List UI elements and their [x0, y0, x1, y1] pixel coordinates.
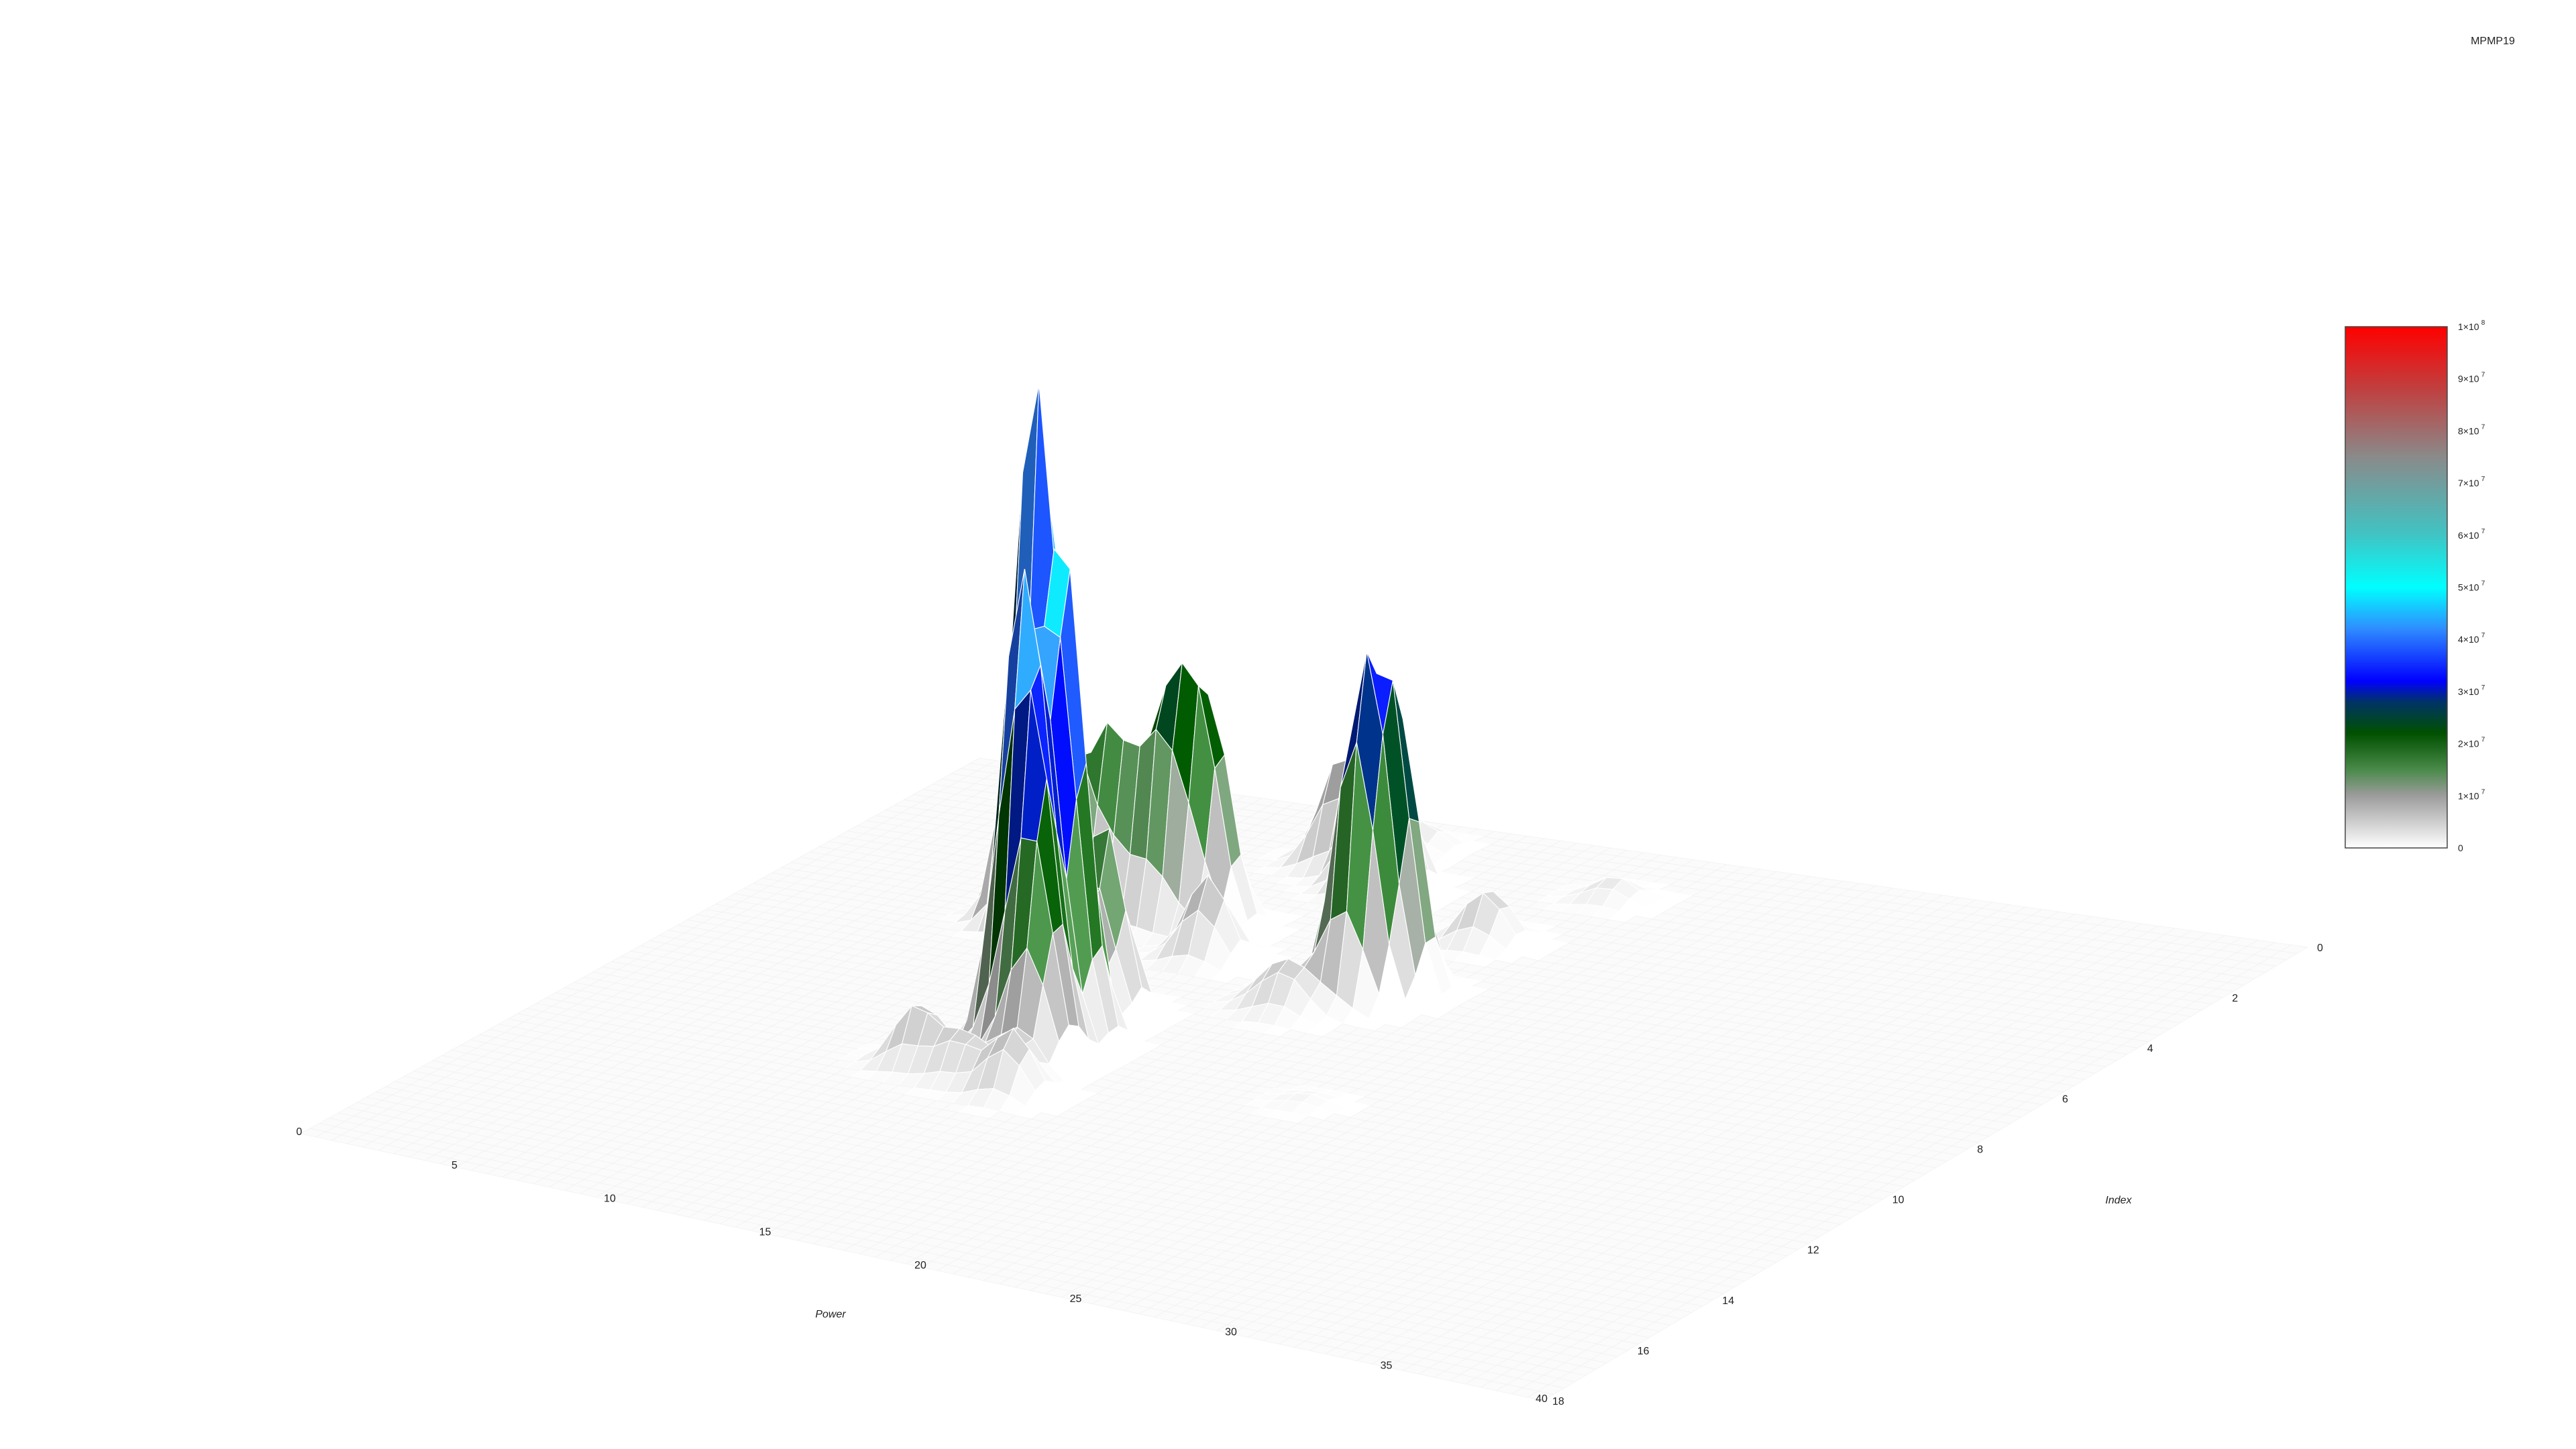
- surface-mesh: [299, 382, 2309, 1401]
